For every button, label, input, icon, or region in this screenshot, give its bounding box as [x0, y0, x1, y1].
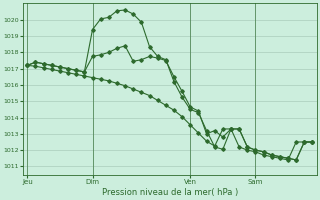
X-axis label: Pression niveau de la mer( hPa ): Pression niveau de la mer( hPa ) [102, 188, 238, 197]
